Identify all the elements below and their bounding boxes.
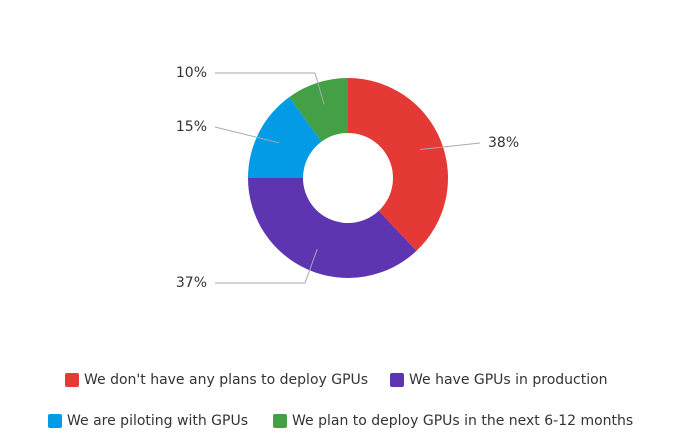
donut-segment — [248, 178, 417, 278]
data-label: 38% — [488, 135, 519, 151]
legend-label: We don't have any plans to deploy GPUs — [84, 372, 368, 388]
data-label: 15% — [176, 119, 207, 135]
legend-label: We are piloting with GPUs — [67, 413, 248, 429]
data-label: 37% — [176, 275, 207, 291]
legend-swatch — [65, 373, 79, 387]
donut-segment — [289, 78, 348, 142]
legend-label: We plan to deploy GPUs in the next 6-12 … — [292, 413, 633, 429]
leader-line — [215, 248, 318, 284]
legend-swatch — [48, 414, 62, 428]
donut-segment — [348, 78, 449, 251]
leader-line — [214, 126, 280, 144]
legend-swatch — [273, 414, 287, 428]
donut-segment — [248, 97, 322, 178]
legend-label: We have GPUs in production — [409, 372, 608, 388]
data-label: 10% — [176, 65, 207, 81]
legend-swatch — [390, 373, 404, 387]
leader-line — [420, 142, 481, 150]
leader-line — [215, 72, 325, 105]
